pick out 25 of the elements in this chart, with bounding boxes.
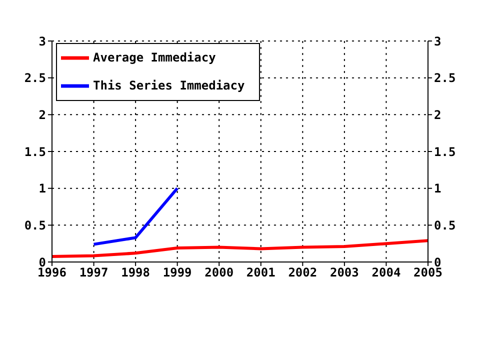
x-tick-label: 1999 bbox=[162, 266, 192, 280]
x-tick-label: 2005 bbox=[414, 266, 442, 280]
y2-tick-label: 2.5 bbox=[434, 71, 456, 86]
y-tick-label: 1 bbox=[38, 182, 46, 196]
line-series bbox=[52, 239, 428, 258]
y-tick-label: 2 bbox=[38, 108, 46, 122]
y2-tick-label: 0.5 bbox=[434, 218, 456, 232]
legend-label: This Series Immediacy bbox=[93, 78, 245, 92]
x-tick-label: 2002 bbox=[288, 266, 318, 280]
y2-tick-label: 1.5 bbox=[434, 144, 456, 159]
x-tick-label: 2004 bbox=[372, 266, 401, 280]
y-tick-label: 1.5 bbox=[24, 144, 46, 159]
y-tick-label: 0.5 bbox=[24, 218, 46, 232]
y-tick-label: 3 bbox=[38, 34, 46, 48]
x-tick-label: 2001 bbox=[246, 266, 276, 280]
y2-tick-label: 2 bbox=[434, 108, 442, 122]
y-tick-label: 2.5 bbox=[24, 71, 46, 86]
legend-label: Average Immediacy bbox=[93, 50, 216, 64]
y2-tick-label: 1 bbox=[434, 182, 442, 196]
x-tick-label: 1996 bbox=[38, 266, 66, 280]
x-tick-label: 2000 bbox=[204, 266, 234, 280]
x-tick-label: 1998 bbox=[121, 266, 150, 280]
y2-tick-label: 3 bbox=[434, 34, 442, 48]
x-tick-label: 2003 bbox=[330, 266, 359, 280]
x-tick-label: 1997 bbox=[79, 266, 108, 280]
